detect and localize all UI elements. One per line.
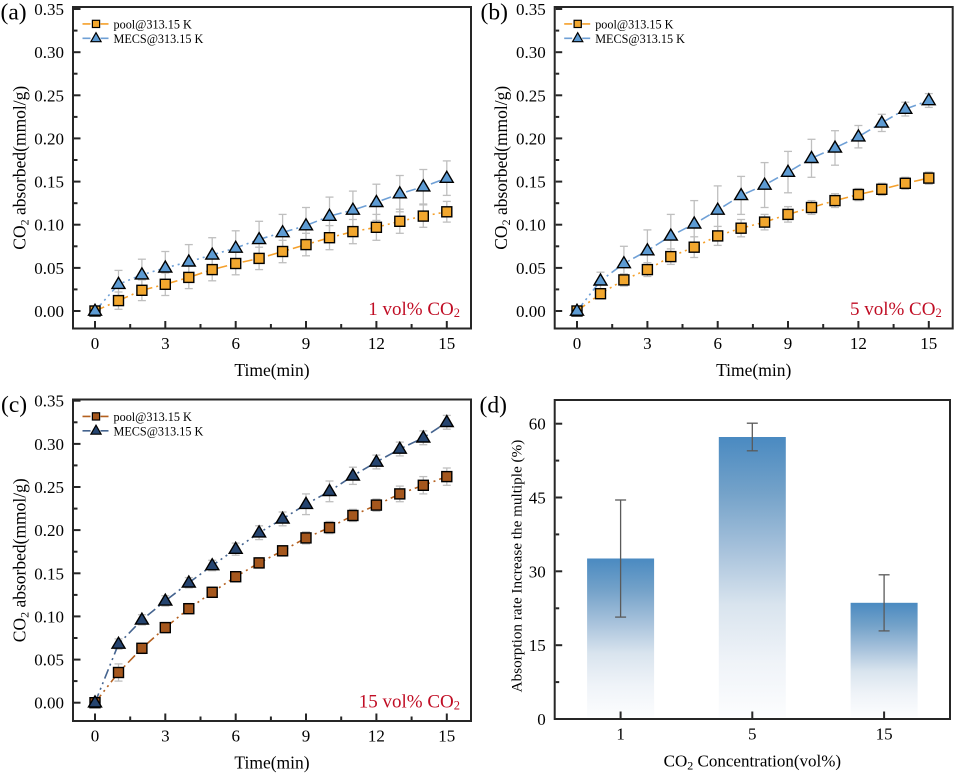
svg-text:0.15: 0.15: [34, 173, 64, 192]
svg-text:0: 0: [537, 710, 546, 729]
svg-text:Time(min): Time(min): [234, 360, 309, 380]
svg-text:0: 0: [91, 334, 100, 353]
svg-text:5: 5: [748, 725, 757, 744]
svg-text:0.00: 0.00: [516, 302, 546, 321]
svg-text:Time(min): Time(min): [716, 360, 791, 380]
svg-text:0.10: 0.10: [34, 216, 64, 235]
svg-text:0.15: 0.15: [34, 564, 64, 583]
svg-text:MECS@313.15 K: MECS@313.15 K: [595, 32, 685, 46]
svg-text:45: 45: [529, 489, 546, 508]
svg-text:pool@313.15 K: pool@313.15 K: [595, 18, 673, 32]
svg-text:15: 15: [920, 334, 937, 353]
svg-text:3: 3: [643, 334, 652, 353]
svg-text:15: 15: [438, 334, 455, 353]
svg-text:0.30: 0.30: [34, 435, 64, 454]
svg-text:0.25: 0.25: [34, 86, 64, 105]
svg-text:12: 12: [850, 334, 867, 353]
svg-text:12: 12: [368, 334, 385, 353]
svg-text:0.35: 0.35: [34, 0, 64, 19]
svg-text:0: 0: [573, 334, 582, 353]
svg-text:0: 0: [91, 727, 100, 746]
svg-text:(b): (b): [481, 0, 508, 26]
svg-text:CO2 absorbed(mmol/g): CO2 absorbed(mmol/g): [491, 86, 513, 250]
svg-text:15 vol% CO2: 15 vol% CO2: [359, 692, 460, 713]
svg-text:(a): (a): [1, 0, 27, 26]
svg-text:3: 3: [161, 727, 170, 746]
svg-text:Absorption rate Increase the m: Absorption rate Increase the multiple (%…: [509, 440, 526, 693]
svg-text:6: 6: [713, 334, 722, 353]
svg-text:0.30: 0.30: [34, 43, 64, 62]
svg-text:0.10: 0.10: [34, 607, 64, 626]
svg-text:15: 15: [438, 727, 455, 746]
svg-text:9: 9: [302, 334, 311, 353]
svg-text:15: 15: [529, 636, 546, 655]
svg-text:CO2 Concentration(vol%): CO2 Concentration(vol%): [664, 752, 841, 773]
svg-text:CO2 absorbed(mmol/g): CO2 absorbed(mmol/g): [9, 478, 31, 642]
svg-text:0.15: 0.15: [516, 173, 546, 192]
svg-text:0.20: 0.20: [34, 521, 64, 540]
svg-text:15: 15: [876, 725, 893, 744]
svg-text:5 vol% CO2: 5 vol% CO2: [850, 299, 942, 320]
svg-text:0.05: 0.05: [34, 651, 64, 670]
svg-text:60: 60: [529, 415, 546, 434]
svg-text:pool@313.15 K: pool@313.15 K: [114, 18, 192, 32]
svg-text:0.35: 0.35: [34, 392, 64, 411]
svg-text:9: 9: [302, 727, 311, 746]
svg-text:(c): (c): [1, 392, 27, 418]
svg-text:Time(min): Time(min): [234, 753, 309, 773]
svg-text:pool@313.15 K: pool@313.15 K: [114, 410, 192, 424]
svg-text:30: 30: [529, 562, 546, 581]
svg-text:0.35: 0.35: [516, 0, 546, 19]
svg-text:3: 3: [161, 334, 170, 353]
svg-text:CO2 absorbed(mmol/g): CO2 absorbed(mmol/g): [9, 86, 31, 250]
svg-text:0.05: 0.05: [516, 259, 546, 278]
svg-text:0.20: 0.20: [516, 129, 546, 148]
svg-text:(d): (d): [480, 393, 507, 419]
svg-text:MECS@313.15 K: MECS@313.15 K: [114, 32, 204, 46]
svg-text:1 vol% CO2: 1 vol% CO2: [368, 299, 460, 320]
svg-text:0.20: 0.20: [34, 129, 64, 148]
svg-text:0.00: 0.00: [34, 694, 64, 713]
svg-text:0.10: 0.10: [516, 216, 546, 235]
svg-text:6: 6: [231, 334, 240, 353]
svg-text:0.05: 0.05: [34, 259, 64, 278]
svg-text:12: 12: [368, 727, 385, 746]
svg-text:MECS@313.15 K: MECS@313.15 K: [114, 425, 204, 439]
svg-text:6: 6: [231, 727, 240, 746]
svg-text:1: 1: [616, 725, 625, 744]
svg-text:9: 9: [784, 334, 793, 353]
svg-text:0.00: 0.00: [34, 302, 64, 321]
svg-text:0.30: 0.30: [516, 43, 546, 62]
svg-text:0.25: 0.25: [516, 86, 546, 105]
svg-text:0.25: 0.25: [34, 478, 64, 497]
